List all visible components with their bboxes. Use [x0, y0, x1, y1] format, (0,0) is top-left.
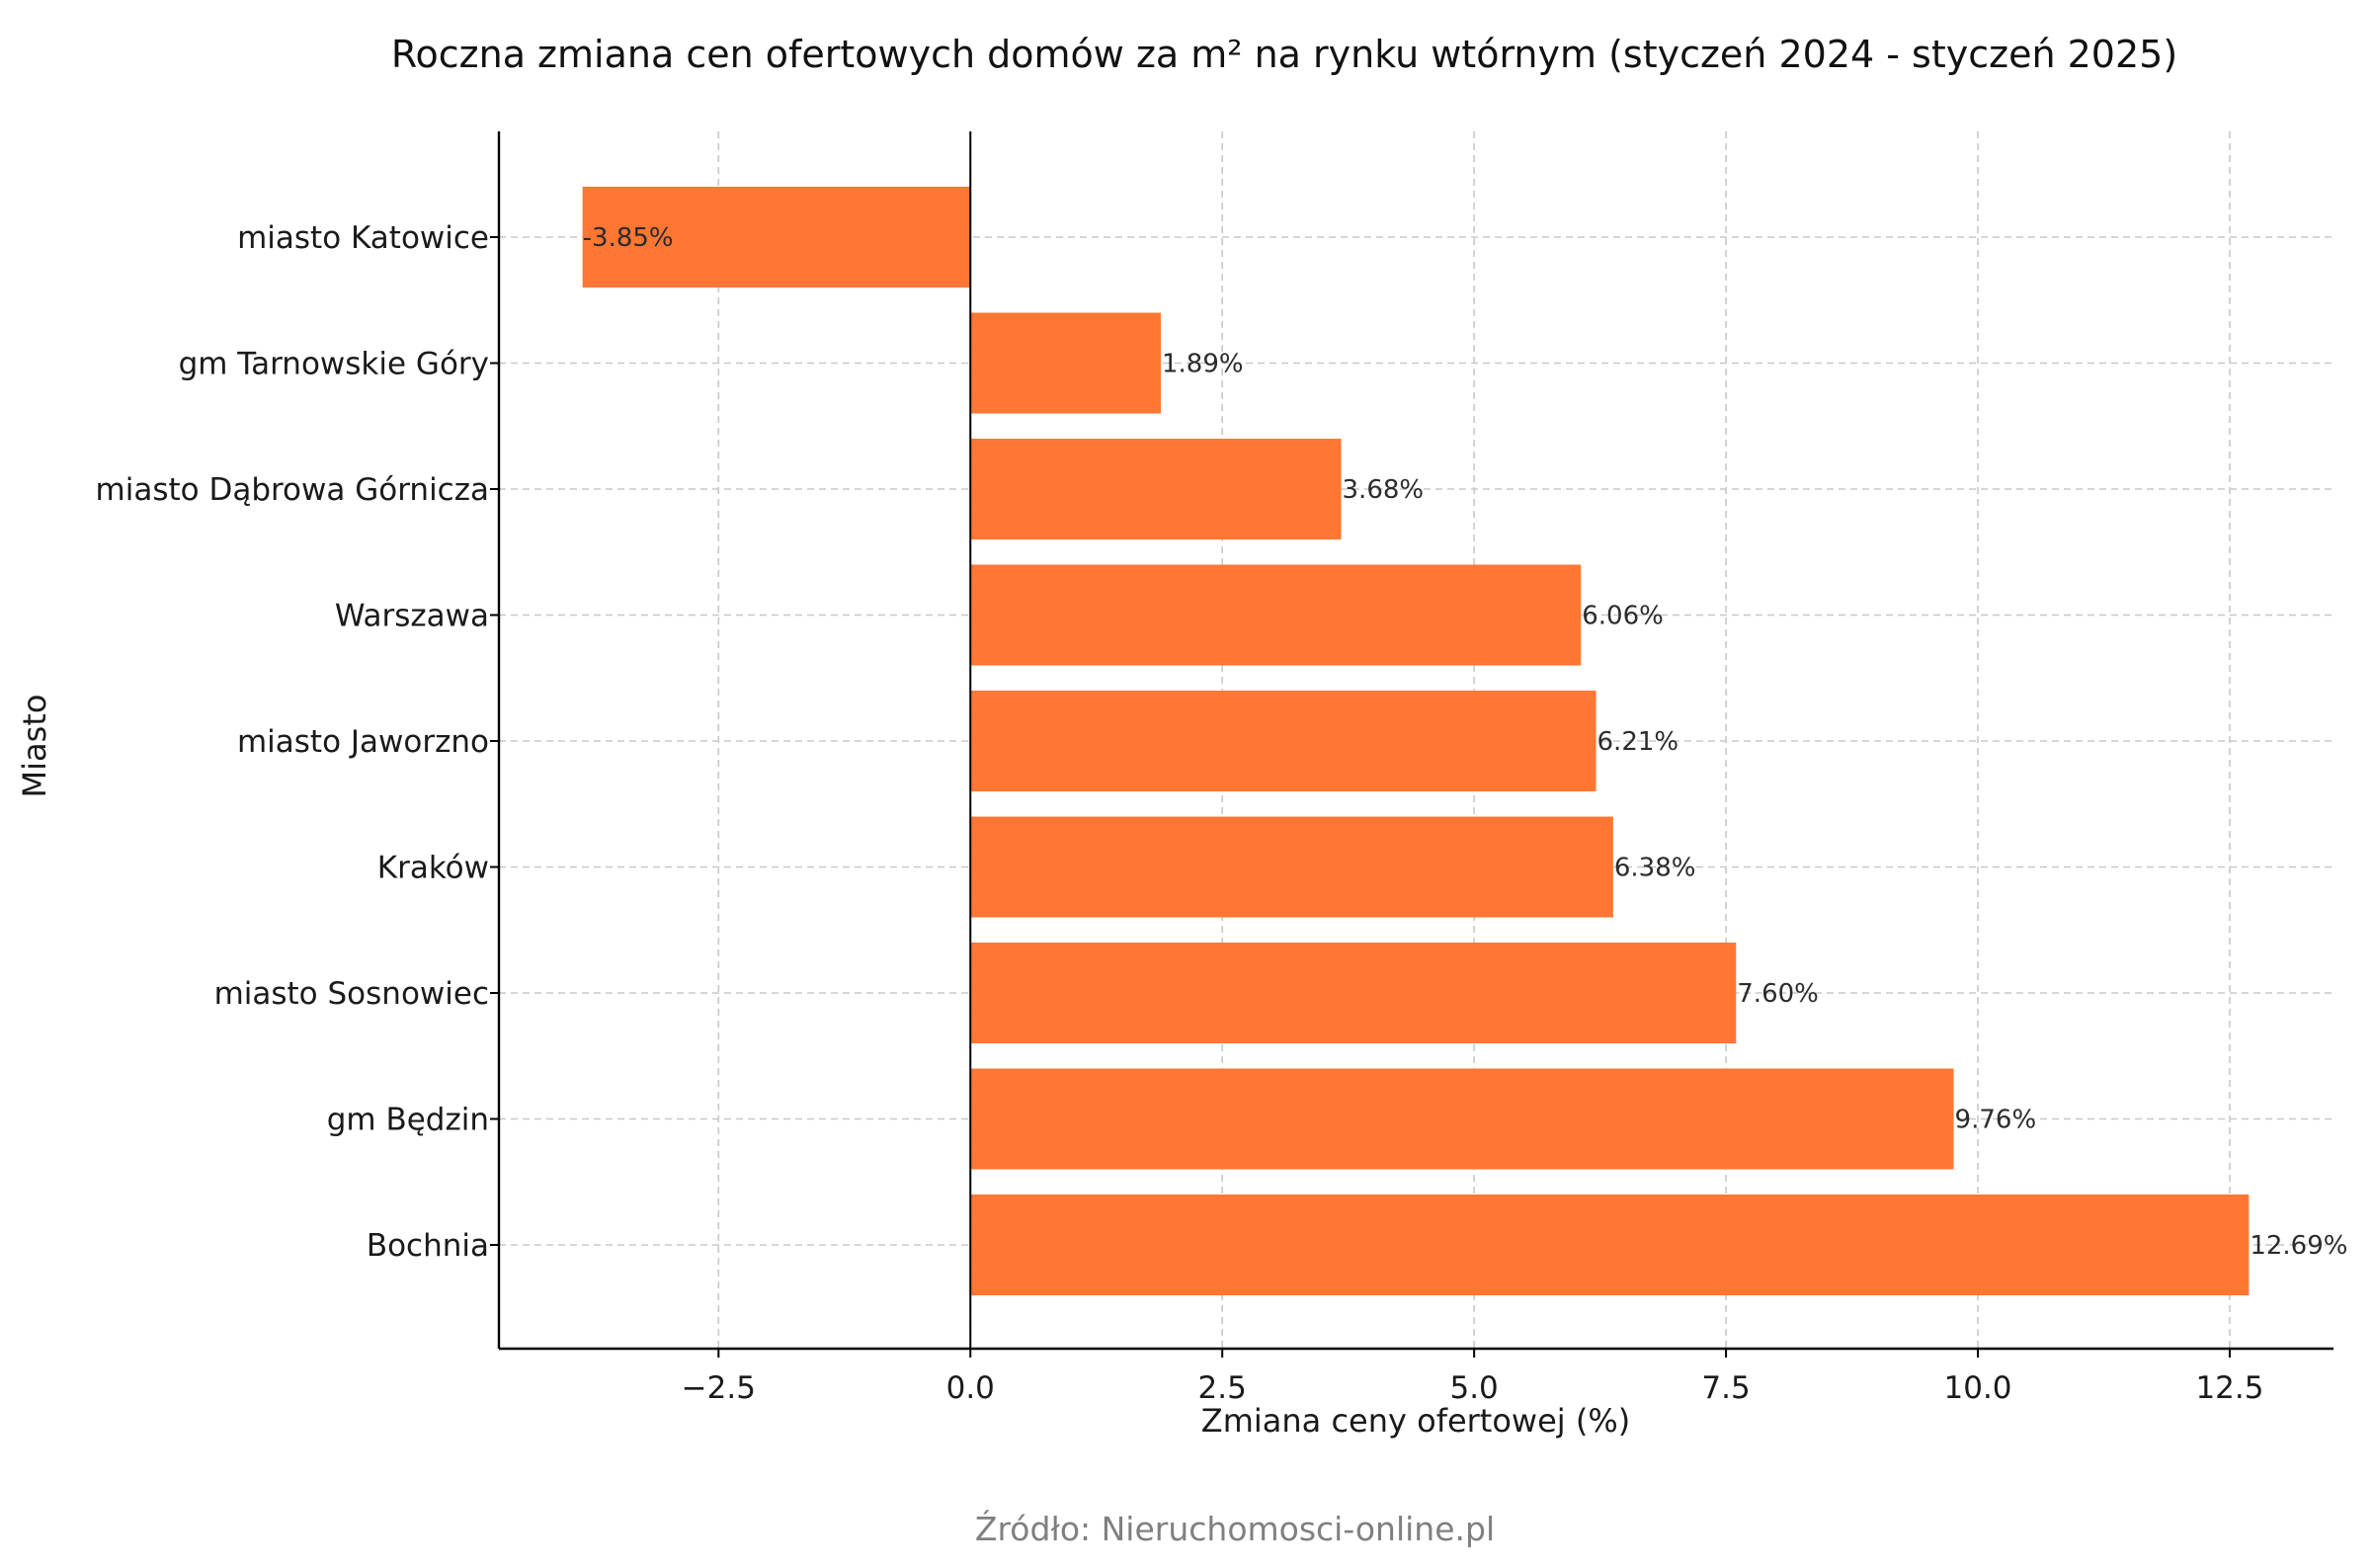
data-label: 6.06% [1582, 602, 1664, 631]
x-tick-label: 2.5 [1198, 1370, 1247, 1406]
data-labels: -3.85% 1.89% 3.68% 6.06% 6.21% 6.38% 7.60% 9.76… [583, 223, 2348, 1261]
x-axis-label: Zmiana ceny ofertowej (%) [1201, 1402, 1630, 1440]
data-label: 6.21% [1597, 727, 1679, 757]
axes [490, 131, 2333, 1358]
data-label: 12.69% [2250, 1231, 2347, 1261]
x-tick-label: 7.5 [1701, 1370, 1750, 1406]
x-tick-label: −2.5 [682, 1370, 756, 1406]
bar [970, 439, 1342, 539]
x-tick-label: 12.5 [2195, 1370, 2263, 1406]
y-axis-label: Miasto [16, 695, 53, 798]
data-label: 3.68% [1343, 475, 1425, 505]
bar [970, 312, 1161, 414]
y-tick-label: miasto Jaworzno [237, 724, 489, 760]
bar [582, 187, 971, 288]
bar [970, 1068, 1954, 1170]
chart-title: Roczna zmiana cen ofertowych domów za m²… [391, 33, 2177, 76]
data-label: 7.60% [1737, 979, 1819, 1009]
x-tick-label: 0.0 [946, 1370, 995, 1406]
x-tick-label: 5.0 [1449, 1370, 1498, 1406]
bar [970, 691, 1596, 791]
bars [582, 187, 2250, 1295]
y-tick-label: miasto Dąbrowa Górnicza [96, 472, 489, 508]
bar [970, 816, 1613, 918]
y-tick-label: gm Będzin [327, 1103, 489, 1138]
y-tick-label: gm Tarnowskie Góry [179, 347, 489, 382]
data-label: 9.76% [1955, 1106, 2037, 1135]
x-tick-label: 10.0 [1944, 1370, 2012, 1406]
bar [970, 564, 1582, 666]
y-tick-label: miasto Sosnowiec [214, 976, 489, 1012]
data-label: 6.38% [1614, 854, 1696, 883]
bar [970, 1195, 2250, 1295]
bar [970, 943, 1737, 1043]
data-label: 1.89% [1162, 350, 1244, 379]
y-tick-label: Bochnia [367, 1228, 489, 1264]
x-tick-labels: −2.5 0.0 2.5 5.0 7.5 10.0 12.5 [682, 1370, 2264, 1406]
y-tick-label: miasto Katowice [237, 220, 489, 256]
y-tick-label: Kraków [377, 851, 489, 886]
y-tick-labels: miasto Katowice gm Tarnowskie Góry miasto … [96, 220, 489, 1264]
source-note: Źródło: Nieruchomosci-online.pl [975, 1509, 1495, 1548]
y-tick-label: Warszawa [335, 599, 489, 634]
data-label: -3.85% [583, 223, 674, 253]
